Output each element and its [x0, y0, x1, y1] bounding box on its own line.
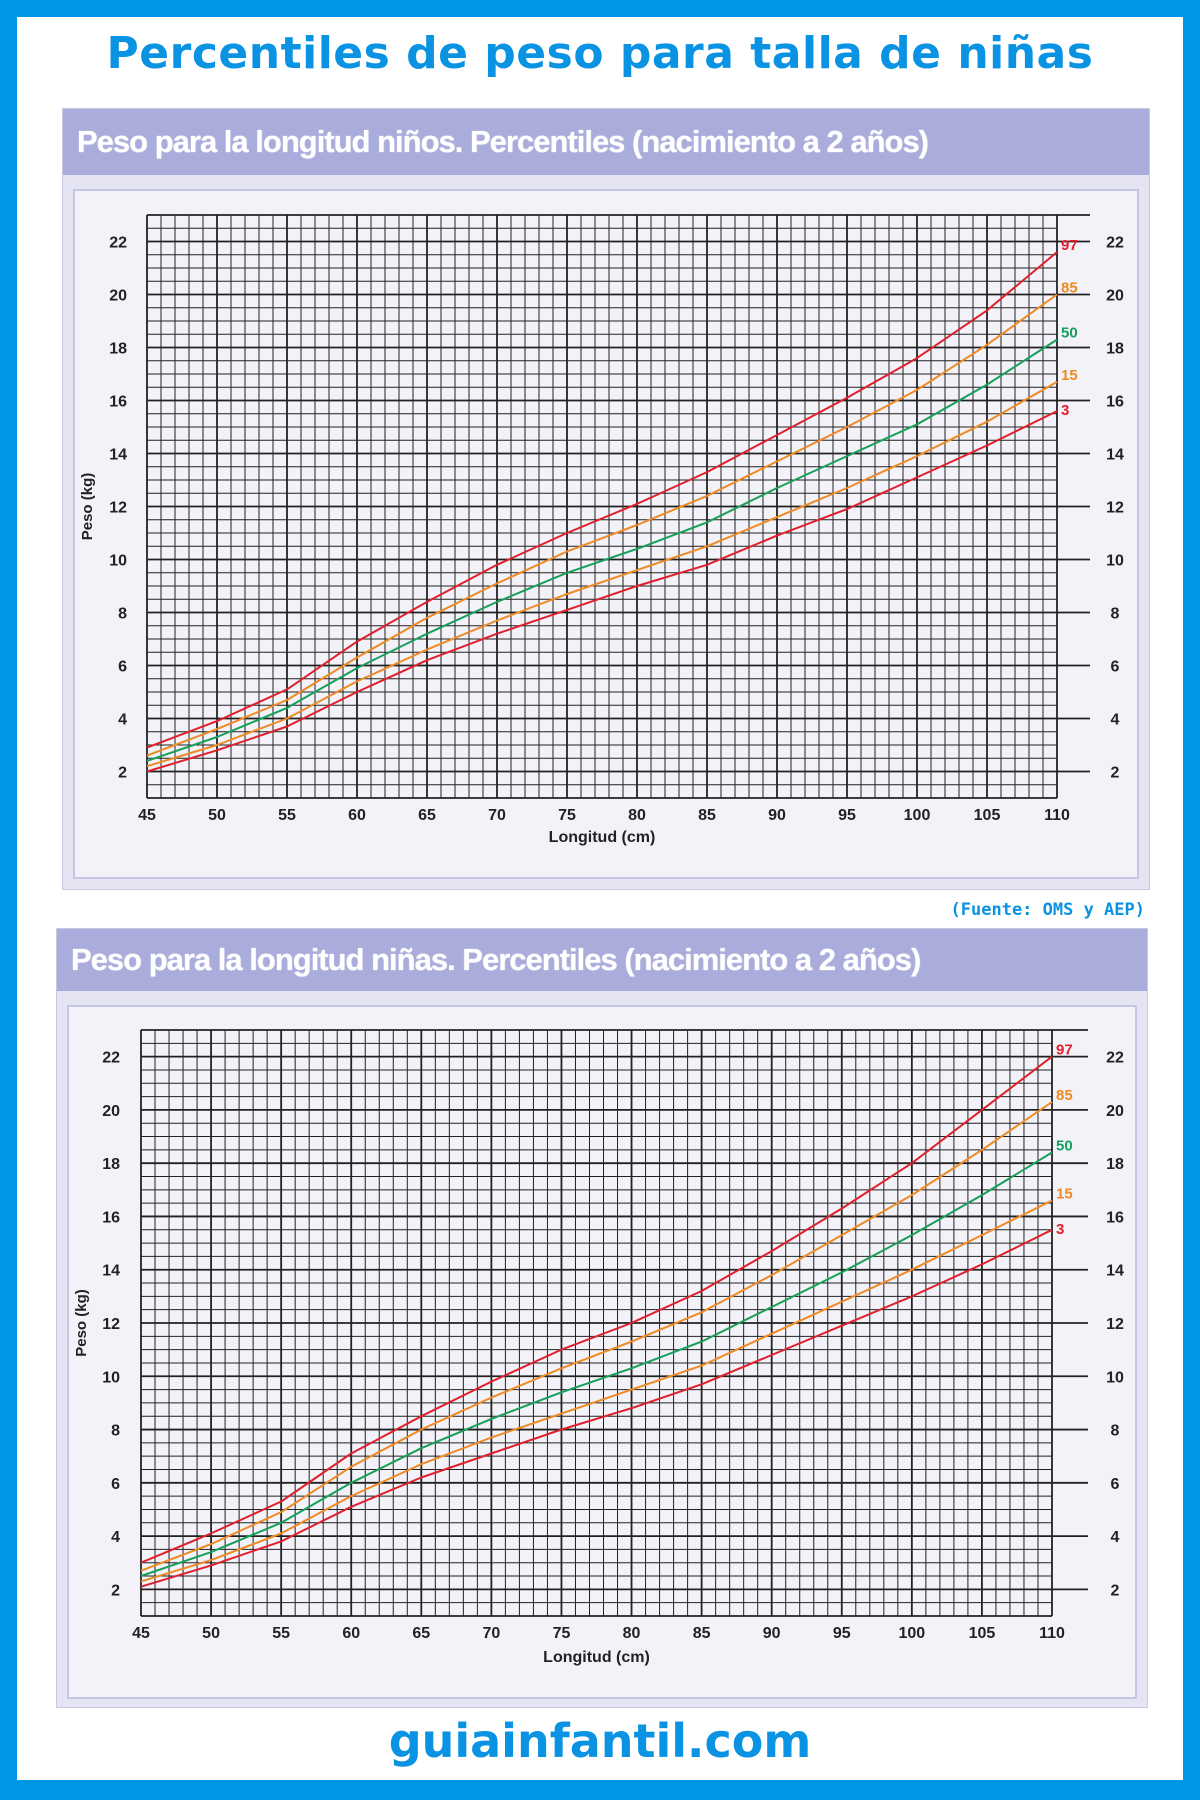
source-note: (Fuente: OMS y AEP): [950, 900, 1145, 920]
chart-panel-1: Peso para la longitud niños. Percentiles…: [62, 108, 1150, 890]
chart-title-1: Peso para la longitud niños. Percentiles…: [63, 109, 1149, 175]
chart-title-2: Peso para la longitud niñas. Percentiles…: [57, 929, 1147, 991]
chart-frame-2: [67, 1005, 1137, 1699]
chart-panel-2: Peso para la longitud niñas. Percentiles…: [56, 928, 1148, 1708]
page-title: Percentiles de peso para talla de niñas: [106, 28, 1094, 79]
chart-frame-1: [73, 189, 1139, 879]
site-logo: guiainfantil.com: [388, 1714, 812, 1768]
